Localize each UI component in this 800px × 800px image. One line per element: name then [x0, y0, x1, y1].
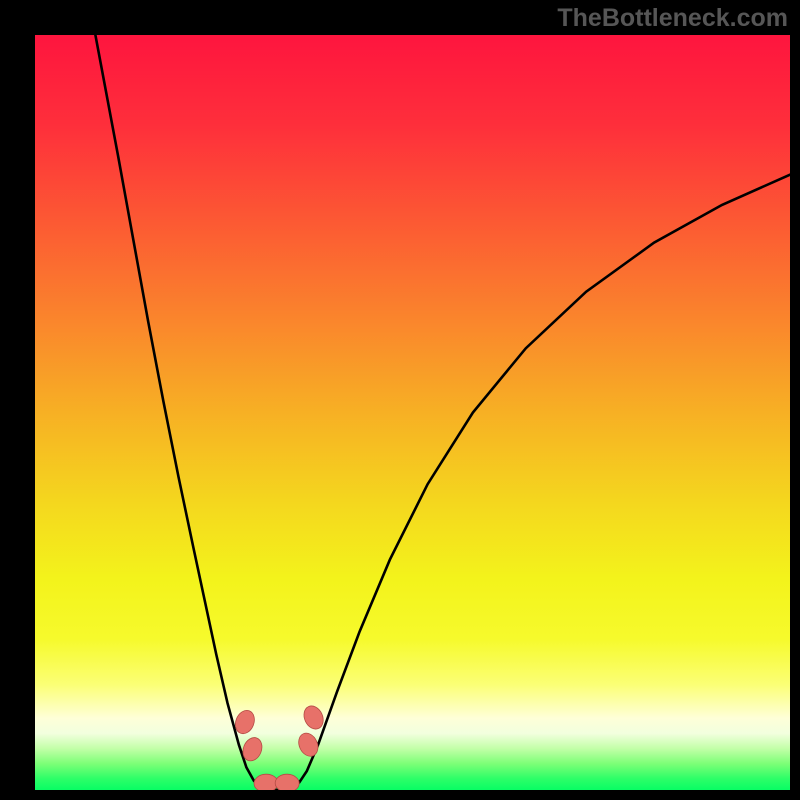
gradient-background — [35, 35, 790, 790]
watermark-text: TheBottleneck.com — [557, 4, 788, 33]
plot-area — [35, 35, 790, 790]
chart-svg — [35, 35, 790, 790]
